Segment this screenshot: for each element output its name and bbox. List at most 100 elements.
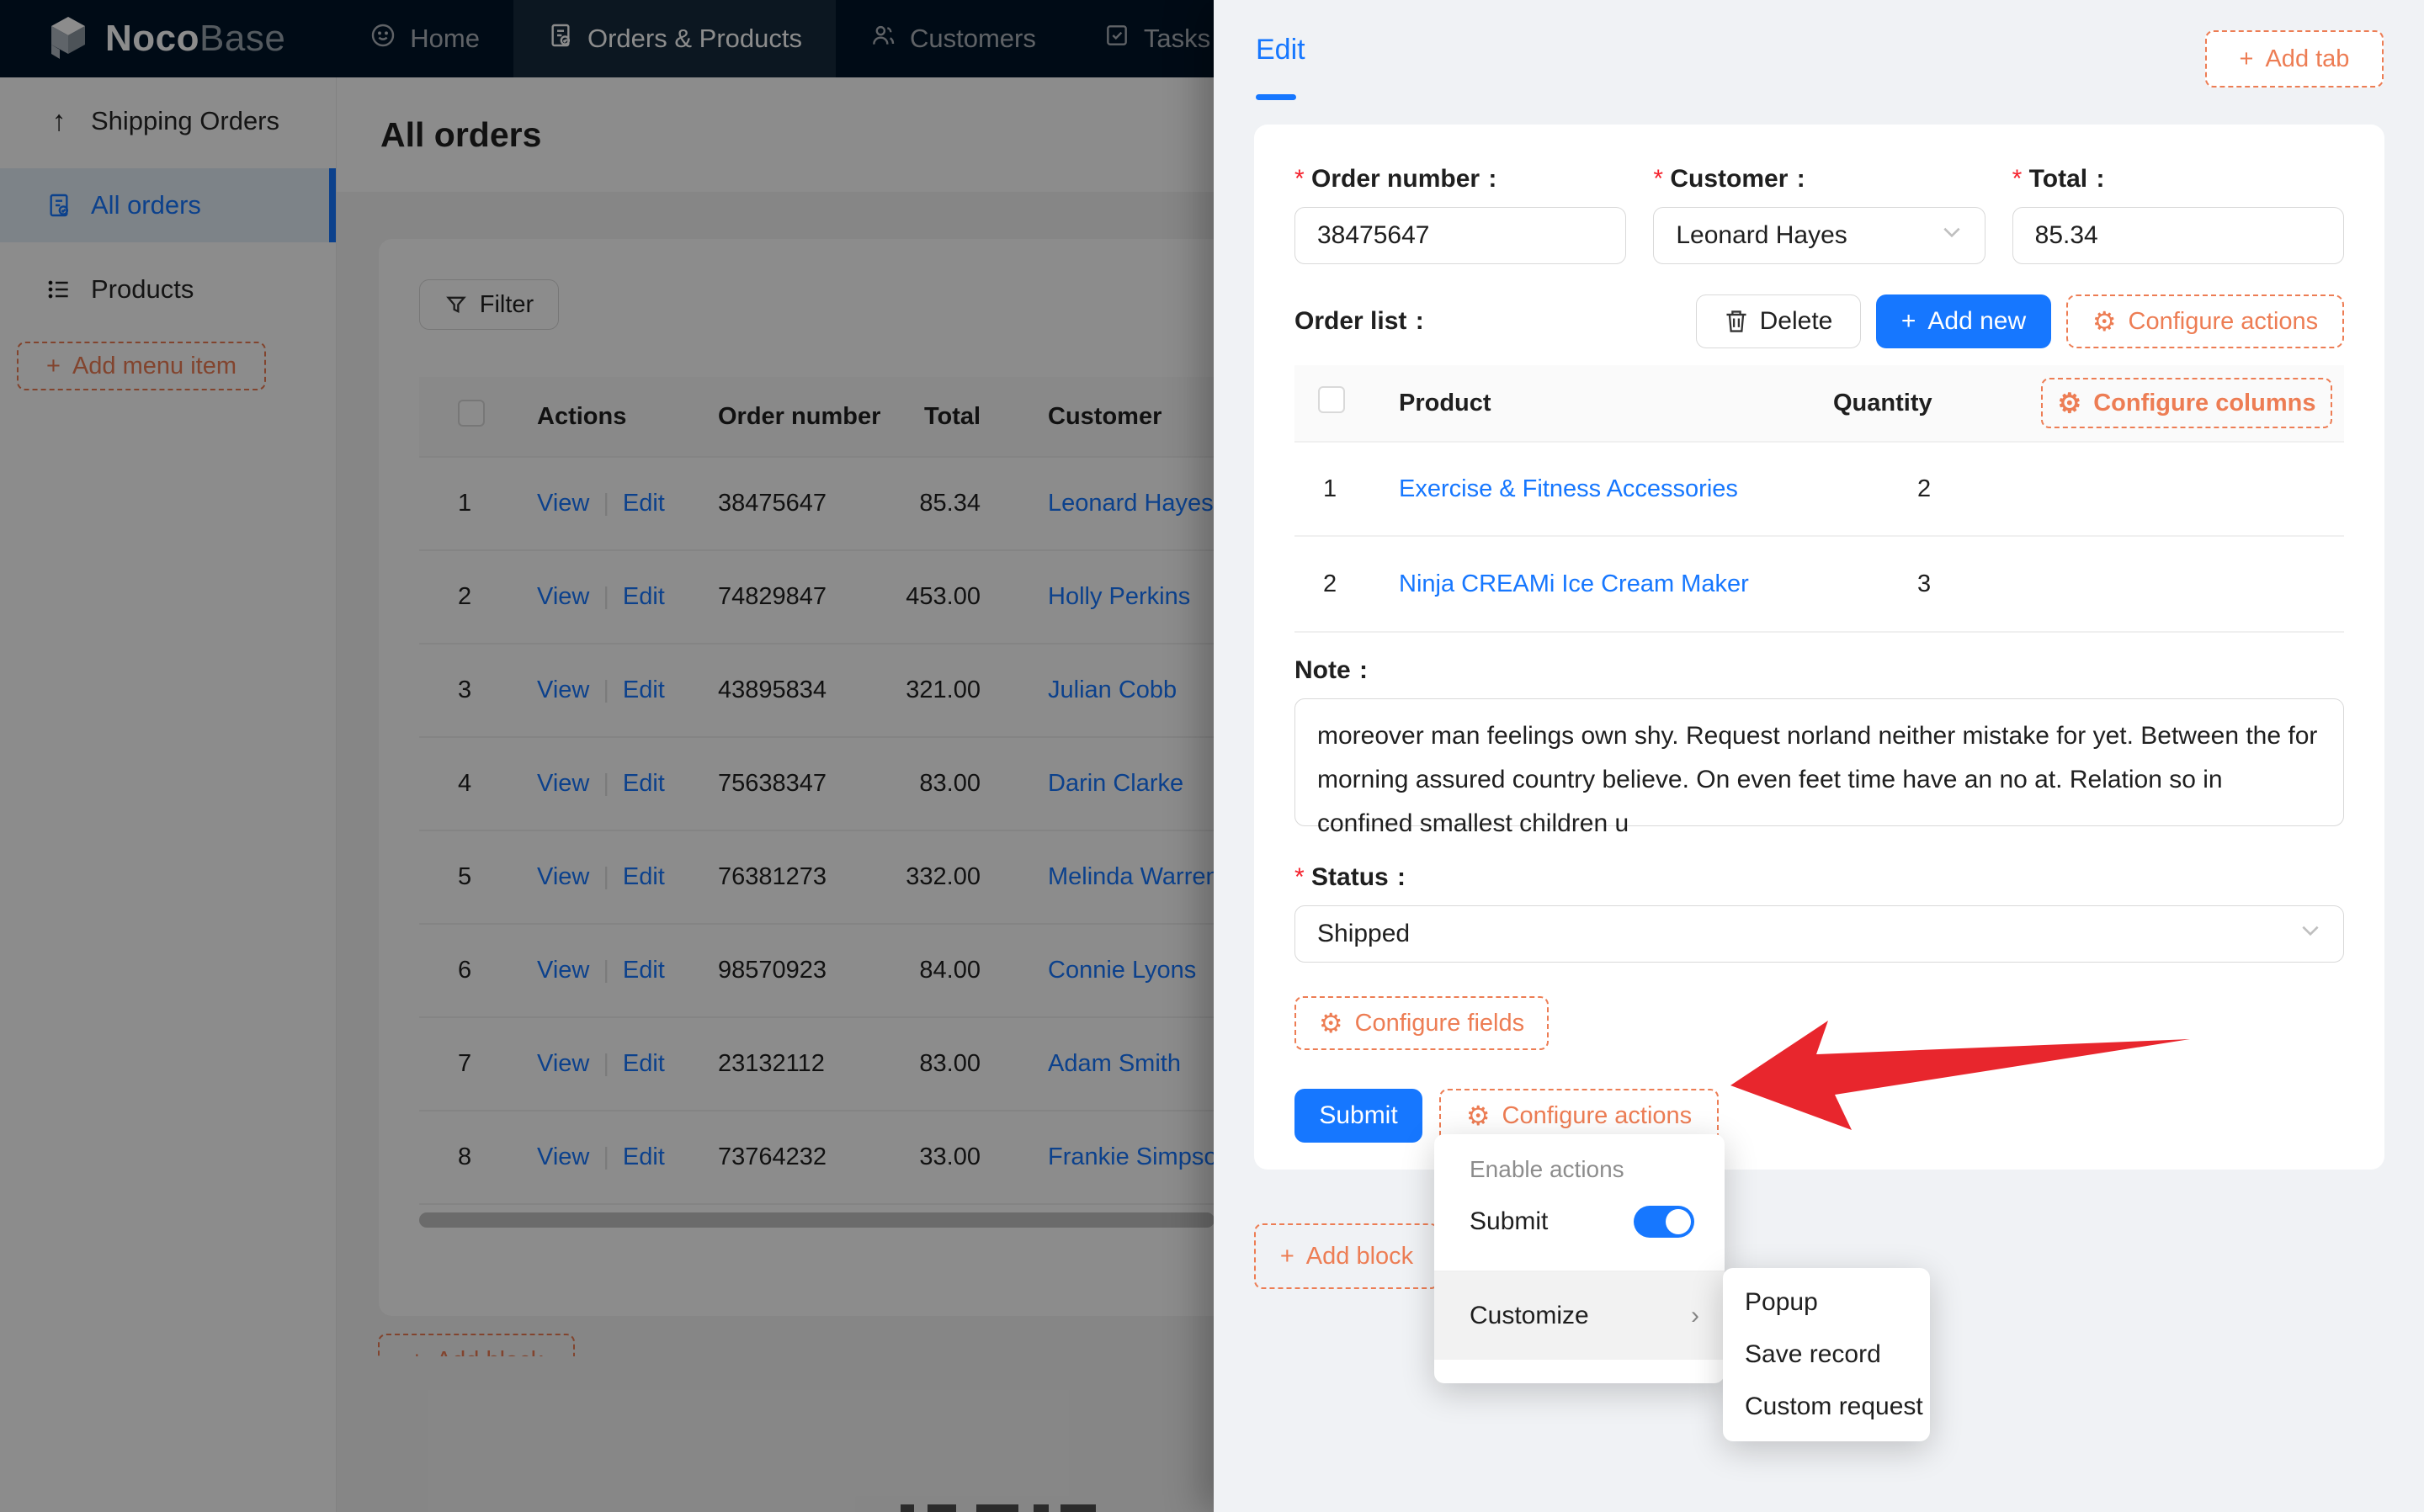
- sidebar-item-all-orders[interactable]: All orders: [0, 168, 336, 242]
- delete-button[interactable]: Delete: [1696, 294, 1861, 348]
- arrow-up-icon: ↑: [51, 105, 66, 137]
- submenu-item-save-record[interactable]: Save record: [1745, 1340, 1881, 1368]
- row-order-number: 98570923: [718, 957, 827, 984]
- product-link[interactable]: Ninja CREAMi Ice Cream Maker: [1399, 570, 1749, 597]
- edit-link[interactable]: Edit: [622, 583, 665, 610]
- order-file-icon: [44, 192, 74, 219]
- sidebar-item-shipping-orders[interactable]: ↑ Shipping Orders: [0, 84, 336, 158]
- note-label: Note: [1294, 656, 2344, 685]
- row-actions: View | Edit: [503, 583, 684, 611]
- view-link[interactable]: View: [537, 957, 590, 984]
- col-total: Total: [890, 403, 1014, 431]
- orders-table: Actions Order number Total Customer 1 Vie…: [419, 377, 1685, 1205]
- nav-item-home[interactable]: Home: [336, 0, 513, 77]
- submenu-item-custom-request[interactable]: Custom request: [1745, 1393, 1923, 1420]
- total-input[interactable]: 85.34: [2012, 207, 2344, 264]
- row-quantity: 3: [1917, 570, 1932, 597]
- edit-link[interactable]: Edit: [622, 1050, 665, 1077]
- nav-item-orders-products[interactable]: Orders & Products: [513, 0, 836, 77]
- customer-link[interactable]: Leonard Hayes: [1048, 490, 1214, 517]
- row-index: 2: [458, 583, 472, 610]
- edit-link[interactable]: Edit: [622, 770, 665, 797]
- row-total: 84.00: [919, 957, 981, 984]
- row-index: 3: [458, 676, 472, 703]
- nav-item-tasks[interactable]: Tasks: [1070, 0, 1244, 77]
- edit-link[interactable]: Edit: [622, 676, 665, 703]
- nav-item-customers[interactable]: Customers: [836, 0, 1070, 77]
- clipped-footer-mark: [928, 1504, 956, 1512]
- configure-actions-menu: Enable actions Submit Customize ›: [1434, 1134, 1725, 1383]
- configure-columns-button[interactable]: ⚙ Configure columns: [2041, 378, 2332, 428]
- customer-link[interactable]: Julian Cobb: [1048, 676, 1177, 703]
- order-list-label: Order list: [1294, 307, 1426, 336]
- submit-button[interactable]: Submit: [1294, 1089, 1422, 1143]
- order-list-row: 2 Ninja CREAMi Ice Cream Maker 3: [1294, 537, 2344, 631]
- clipped-footer-mark: [1034, 1504, 1049, 1512]
- select-all-checkbox[interactable]: [458, 400, 485, 427]
- add-block-clipped: + Add block: [378, 1334, 575, 1356]
- row-order-number: 38475647: [718, 490, 827, 517]
- row-actions: View | Edit: [503, 863, 684, 891]
- row-actions: View | Edit: [503, 490, 684, 517]
- edit-form-block: Order number 38475647 Customer Leonard H…: [1254, 125, 2384, 1170]
- filter-button[interactable]: Filter: [419, 279, 559, 330]
- view-link[interactable]: View: [537, 490, 590, 517]
- add-menu-item-button[interactable]: + Add menu item: [17, 342, 266, 390]
- brand-text: NocoBase: [105, 18, 286, 59]
- view-link[interactable]: View: [537, 583, 590, 610]
- customer-select[interactable]: Leonard Hayes: [1653, 207, 1985, 264]
- status-select[interactable]: Shipped: [1294, 905, 2344, 963]
- list-icon: [44, 276, 74, 303]
- row-order-number: 76381273: [718, 863, 827, 890]
- row-quantity: 2: [1917, 475, 1932, 502]
- view-link[interactable]: View: [537, 676, 590, 703]
- order-list-table: Product Quantity ⚙ Configure columns 1 Ex…: [1294, 365, 2344, 633]
- menu-item-submit[interactable]: Submit: [1434, 1183, 1725, 1260]
- view-link[interactable]: View: [537, 770, 590, 797]
- configure-fields-button[interactable]: ⚙ Configure fields: [1294, 996, 1549, 1050]
- note-textarea[interactable]: moreover man feelings own shy. Request n…: [1294, 698, 2344, 837]
- order-number-input[interactable]: 38475647: [1294, 207, 1627, 264]
- col-customer: Customer: [1014, 403, 1401, 431]
- submenu-item-popup[interactable]: Popup: [1745, 1288, 1818, 1316]
- action-separator: |: [603, 770, 609, 797]
- nocobase-logo[interactable]: NocoBase: [0, 0, 336, 77]
- sidebar-item-products[interactable]: Products: [0, 252, 336, 326]
- chevron-right-icon: ›: [1691, 1302, 1699, 1329]
- view-link[interactable]: View: [537, 1143, 590, 1170]
- plus-icon: +: [2239, 45, 2254, 72]
- clipped-footer-mark: [976, 1504, 1018, 1512]
- customer-link[interactable]: Connie Lyons: [1048, 957, 1197, 984]
- menu-item-customize[interactable]: Customize ›: [1434, 1272, 1725, 1360]
- edit-link[interactable]: Edit: [622, 863, 665, 890]
- customer-link[interactable]: Melinda Warren: [1048, 863, 1220, 890]
- plus-icon: +: [46, 352, 61, 379]
- edit-link[interactable]: Edit: [622, 1143, 665, 1170]
- row-index: 5: [458, 863, 472, 890]
- view-link[interactable]: View: [537, 1050, 590, 1077]
- nav-items: Home Orders & Products Customers Tasks: [336, 0, 1244, 77]
- row-customer: Melinda Warren: [1014, 863, 1401, 891]
- add-block-button[interactable]: + Add block: [378, 1334, 575, 1356]
- trash-icon: [1726, 310, 1746, 332]
- edit-link[interactable]: Edit: [622, 490, 665, 517]
- product-link[interactable]: Exercise & Fitness Accessories: [1399, 475, 1738, 502]
- order-number-label: Order number: [1294, 165, 1626, 194]
- add-new-button[interactable]: + Add new: [1876, 294, 2051, 348]
- view-link[interactable]: View: [537, 863, 590, 890]
- row-total: 453.00: [906, 583, 981, 610]
- customer-link[interactable]: Holly Perkins: [1048, 583, 1191, 610]
- customer-link[interactable]: Adam Smith: [1048, 1050, 1181, 1077]
- horizontal-scrollbar[interactable]: [419, 1212, 1215, 1228]
- action-separator: |: [603, 583, 609, 610]
- row-index: 8: [458, 1143, 472, 1170]
- customer-link[interactable]: Frankie Simpson: [1048, 1143, 1231, 1170]
- submit-toggle[interactable]: [1634, 1206, 1694, 1238]
- select-all-checkbox[interactable]: [1318, 386, 1345, 413]
- tab-edit[interactable]: Edit: [1256, 34, 1305, 66]
- drawer-add-block-button[interactable]: + Add block: [1254, 1223, 1439, 1289]
- add-tab-button[interactable]: + Add tab: [2205, 30, 2384, 88]
- customer-link[interactable]: Darin Clarke: [1048, 770, 1184, 797]
- edit-link[interactable]: Edit: [622, 957, 665, 984]
- configure-actions-button-orderlist[interactable]: ⚙ Configure actions: [2066, 294, 2344, 348]
